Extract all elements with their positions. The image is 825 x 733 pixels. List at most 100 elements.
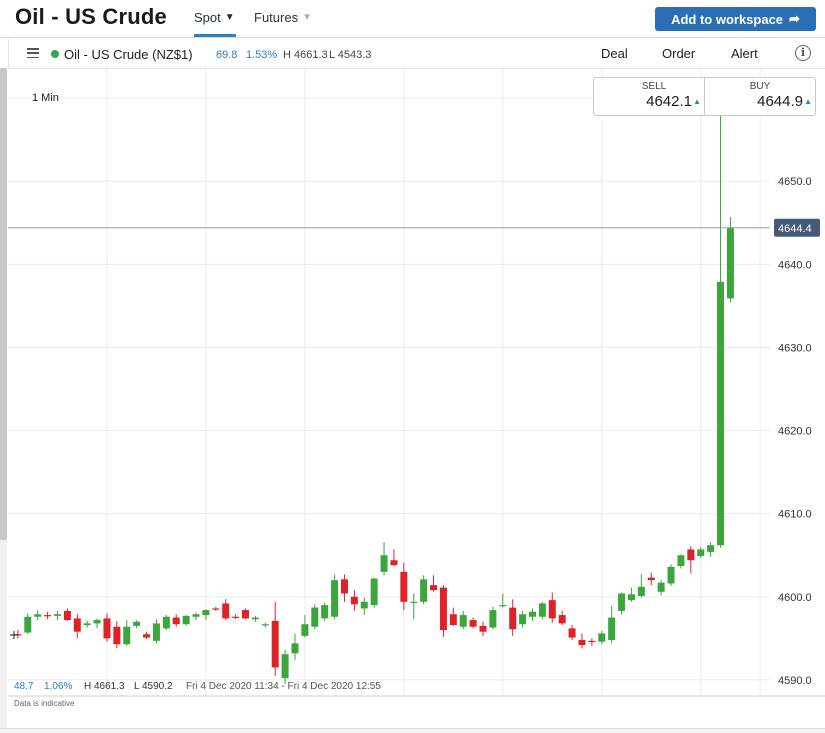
candle-body [588, 640, 596, 643]
candle-body [271, 620, 279, 668]
y-tick-label: 4590.0 [778, 675, 812, 687]
candle-body [291, 643, 299, 654]
buy-label: BUY [749, 81, 771, 92]
candle-body [499, 605, 507, 607]
candle-body [390, 560, 398, 566]
candle-body [44, 615, 52, 617]
candle-body [400, 571, 408, 602]
timeframe-selector[interactable]: 1 Min [32, 92, 59, 104]
data-indicative-note: Data is indicative [14, 699, 75, 708]
tab-spot[interactable]: Spot ▼ [194, 10, 235, 25]
candle-body [637, 586, 645, 596]
buy-button[interactable]: BUY 4644.9 ▲ [704, 77, 816, 116]
candle-body [360, 601, 368, 609]
share-arrow-icon: ➦ [789, 11, 800, 26]
candle-body [449, 614, 457, 626]
candle-body [647, 577, 655, 581]
candle-body [528, 611, 536, 617]
bottom-scrollbar[interactable] [0, 728, 825, 733]
candle-body [242, 610, 250, 619]
candle-body [538, 603, 546, 617]
instrument-name: Oil - US Crude (NZ$1) [64, 47, 193, 62]
add-to-workspace-button[interactable]: Add to workspace ➦ [655, 7, 816, 31]
candle-body [53, 614, 61, 616]
range-low: L 4590.2 [134, 681, 173, 692]
alert-button[interactable]: Alert [731, 46, 758, 61]
candle-body [479, 625, 487, 632]
candle-body [113, 626, 121, 645]
candle-body [420, 579, 428, 602]
chevron-down-icon: ▼ [224, 12, 235, 23]
current-price-tag [774, 218, 820, 237]
candle-body [608, 617, 616, 641]
day-low: L 4543.3 [329, 49, 372, 61]
candle-body [222, 603, 230, 619]
candle-body [321, 605, 329, 619]
candle-body [83, 623, 91, 626]
candle-body [212, 608, 220, 610]
candle-body [143, 634, 151, 638]
candle-body [697, 549, 705, 557]
candle-body [24, 616, 32, 633]
range-change: 48.7 [14, 681, 34, 692]
candle-body [34, 614, 42, 617]
candle-body [578, 640, 586, 645]
candle-body [232, 616, 240, 618]
tab-spot-label: Spot [194, 10, 221, 25]
candle-body [192, 614, 200, 617]
candle-body [627, 594, 635, 601]
deal-button[interactable]: Deal [601, 46, 628, 61]
y-tick-label: 4650.0 [778, 176, 812, 188]
sell-button[interactable]: SELL 4642.1 ▲ [593, 77, 705, 116]
candle-body [459, 615, 467, 627]
candle-body [519, 614, 527, 625]
candle-body [726, 227, 734, 299]
sell-price: 4642.1 [646, 93, 692, 110]
chevron-down-icon: ▼ [302, 12, 312, 23]
y-tick-label: 4630.0 [778, 342, 812, 354]
candle-body [657, 582, 665, 592]
candle-body [331, 580, 339, 617]
candle-body [202, 610, 210, 616]
active-tab-indicator [194, 34, 236, 37]
candle-body [172, 617, 180, 625]
buy-price: 4644.9 [757, 93, 803, 110]
price-change-percent: 1.53% [246, 49, 278, 61]
candle-body [370, 578, 378, 606]
candle-body [469, 620, 477, 627]
candle-body [489, 610, 497, 628]
tab-futures-label: Futures [254, 10, 299, 25]
candle-body [301, 624, 309, 636]
candle-body [152, 623, 160, 641]
hamburger-menu-icon[interactable] [27, 46, 39, 60]
candle-body [568, 628, 576, 638]
candle-body [93, 620, 101, 624]
range-dates: Fri 4 Dec 2020 11:34 - Fri 4 Dec 2020 12… [186, 681, 381, 692]
candle-body [548, 600, 556, 619]
candle-body [182, 615, 190, 625]
order-button[interactable]: Order [662, 46, 696, 61]
candle-body [103, 618, 111, 639]
tab-futures[interactable]: Futures ▼ [254, 10, 312, 25]
price-chart[interactable]: 4590.0 4600.0 4610.0 4620.0 4630.0 4640.0 4650… [8, 69, 825, 725]
top-header: Oil - US Crude Spot ▼ Futures ▼ Add to w… [0, 0, 825, 38]
y-tick-label: 4620.0 [778, 426, 812, 438]
candle-body [618, 593, 626, 611]
candle-body [133, 621, 141, 626]
info-icon[interactable]: i [795, 45, 811, 61]
day-high: H 4661.3 [283, 49, 328, 61]
candlestick-chart: 4590.0 4600.0 4610.0 4620.0 4630.0 4640.0 4650… [8, 69, 825, 725]
candle-body [261, 624, 269, 626]
range-change-percent: 1.06% [44, 681, 73, 692]
candle-body [509, 607, 517, 630]
scrollbar-thumb[interactable] [0, 68, 7, 540]
candle-body [73, 618, 81, 632]
candle-body [687, 549, 695, 561]
candle-body [340, 579, 348, 594]
candle-body [123, 626, 131, 645]
candle-body [598, 633, 606, 642]
y-tick-label: 4610.0 [778, 509, 812, 521]
y-tick-label: 4600.0 [778, 592, 812, 604]
price-change: 69.8 [216, 49, 238, 61]
market-open-indicator [51, 50, 59, 58]
